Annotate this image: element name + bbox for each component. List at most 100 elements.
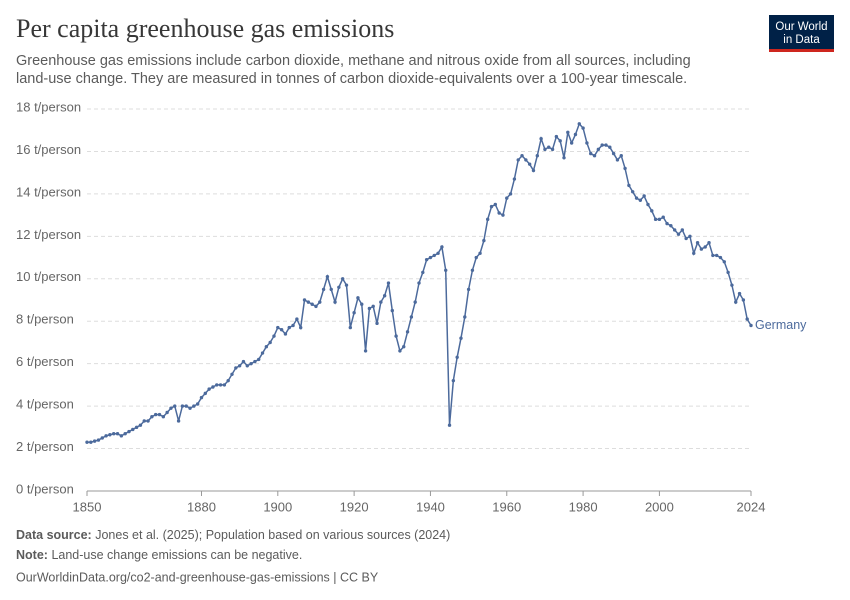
data-point bbox=[672, 228, 677, 232]
data-point bbox=[272, 334, 276, 338]
data-point bbox=[375, 321, 379, 326]
data-point bbox=[215, 383, 219, 387]
data-point bbox=[302, 298, 307, 302]
data-point bbox=[153, 412, 158, 417]
data-point bbox=[459, 336, 463, 340]
data-point bbox=[413, 300, 417, 304]
data-point bbox=[554, 134, 559, 139]
data-point bbox=[497, 211, 501, 215]
data-point bbox=[650, 209, 654, 213]
data-point bbox=[558, 139, 562, 143]
x-tick-label: 1850 bbox=[73, 499, 102, 514]
data-point bbox=[535, 153, 539, 158]
data-point bbox=[310, 302, 314, 306]
data-point bbox=[489, 204, 494, 209]
data-point bbox=[127, 429, 131, 434]
data-point bbox=[100, 436, 104, 440]
data-point bbox=[329, 287, 333, 292]
x-tick-label: 2000 bbox=[645, 499, 674, 514]
data-point bbox=[547, 145, 551, 149]
data-point bbox=[257, 357, 261, 362]
data-point bbox=[115, 432, 120, 436]
chart-title: Per capita greenhouse gas emissions bbox=[16, 14, 394, 43]
data-point bbox=[295, 317, 299, 321]
data-point bbox=[340, 277, 345, 281]
data-point bbox=[711, 253, 715, 258]
data-point bbox=[92, 439, 97, 443]
data-point bbox=[573, 132, 578, 137]
logo[interactable]: Our World in Data bbox=[769, 15, 834, 52]
data-point bbox=[390, 308, 394, 313]
data-point bbox=[638, 198, 643, 202]
data-point bbox=[409, 315, 414, 319]
logo-box[interactable] bbox=[769, 15, 834, 52]
data-point bbox=[600, 143, 604, 147]
data-point bbox=[520, 153, 524, 158]
x-tick-label: 1920 bbox=[340, 499, 369, 514]
data-point bbox=[695, 241, 700, 245]
y-tick-label: 4 t/person bbox=[16, 397, 74, 412]
y-tick-label: 8 t/person bbox=[16, 312, 74, 327]
data-point bbox=[745, 317, 749, 321]
data-point bbox=[123, 432, 127, 436]
data-point bbox=[684, 236, 688, 241]
data-point bbox=[180, 404, 185, 408]
data-point bbox=[623, 166, 627, 171]
x-tick-label: 1980 bbox=[569, 499, 598, 514]
data-point bbox=[531, 168, 536, 173]
data-point bbox=[344, 283, 349, 287]
data-point bbox=[749, 323, 753, 328]
data-point bbox=[463, 315, 467, 319]
data-point bbox=[424, 257, 429, 262]
data-point bbox=[333, 300, 337, 304]
data-point bbox=[455, 355, 459, 359]
data-point bbox=[173, 404, 177, 408]
footer-link[interactable]: OurWorldinData.org/co2-and-greenhouse-ga… bbox=[16, 570, 379, 584]
data-point bbox=[642, 194, 646, 198]
data-point bbox=[451, 378, 456, 383]
data-point bbox=[314, 304, 318, 309]
data-point bbox=[96, 438, 101, 442]
data-point bbox=[653, 217, 658, 222]
data-point bbox=[707, 241, 711, 245]
logo-text: in Data bbox=[783, 34, 820, 46]
data-point bbox=[195, 402, 200, 406]
data-point bbox=[611, 151, 616, 156]
y-tick-label: 12 t/person bbox=[16, 227, 81, 242]
data-point bbox=[734, 300, 738, 304]
data-point bbox=[508, 192, 513, 196]
data-point bbox=[466, 287, 471, 292]
data-point bbox=[382, 294, 387, 298]
data-point bbox=[134, 425, 139, 430]
data-point bbox=[539, 137, 543, 141]
data-point bbox=[226, 378, 230, 383]
data-point bbox=[337, 285, 341, 289]
data-point bbox=[619, 153, 623, 158]
data-point bbox=[386, 281, 391, 285]
data-point bbox=[440, 245, 444, 249]
footer-text: Jones et al. (2025); Population based on… bbox=[95, 528, 450, 542]
data-point bbox=[566, 130, 570, 135]
data-point bbox=[589, 151, 593, 156]
data-point bbox=[405, 330, 410, 334]
data-point bbox=[627, 183, 631, 188]
data-point bbox=[85, 440, 89, 444]
data-point bbox=[730, 283, 734, 287]
data-point bbox=[596, 147, 601, 152]
data-point bbox=[436, 251, 440, 256]
footer-text: Land-use change emissions can be negativ… bbox=[51, 548, 302, 562]
data-point bbox=[279, 328, 284, 332]
data-point bbox=[157, 412, 162, 417]
data-point bbox=[505, 196, 509, 200]
data-point bbox=[291, 323, 295, 328]
data-point bbox=[608, 145, 612, 149]
y-tick-label: 16 t/person bbox=[16, 142, 81, 157]
data-point bbox=[150, 415, 154, 419]
data-point bbox=[176, 419, 181, 423]
y-tick-label: 10 t/person bbox=[16, 269, 81, 284]
data-point bbox=[260, 351, 265, 355]
x-tick-label: 2024 bbox=[737, 499, 766, 514]
data-point bbox=[146, 419, 150, 423]
data-point bbox=[699, 247, 704, 251]
